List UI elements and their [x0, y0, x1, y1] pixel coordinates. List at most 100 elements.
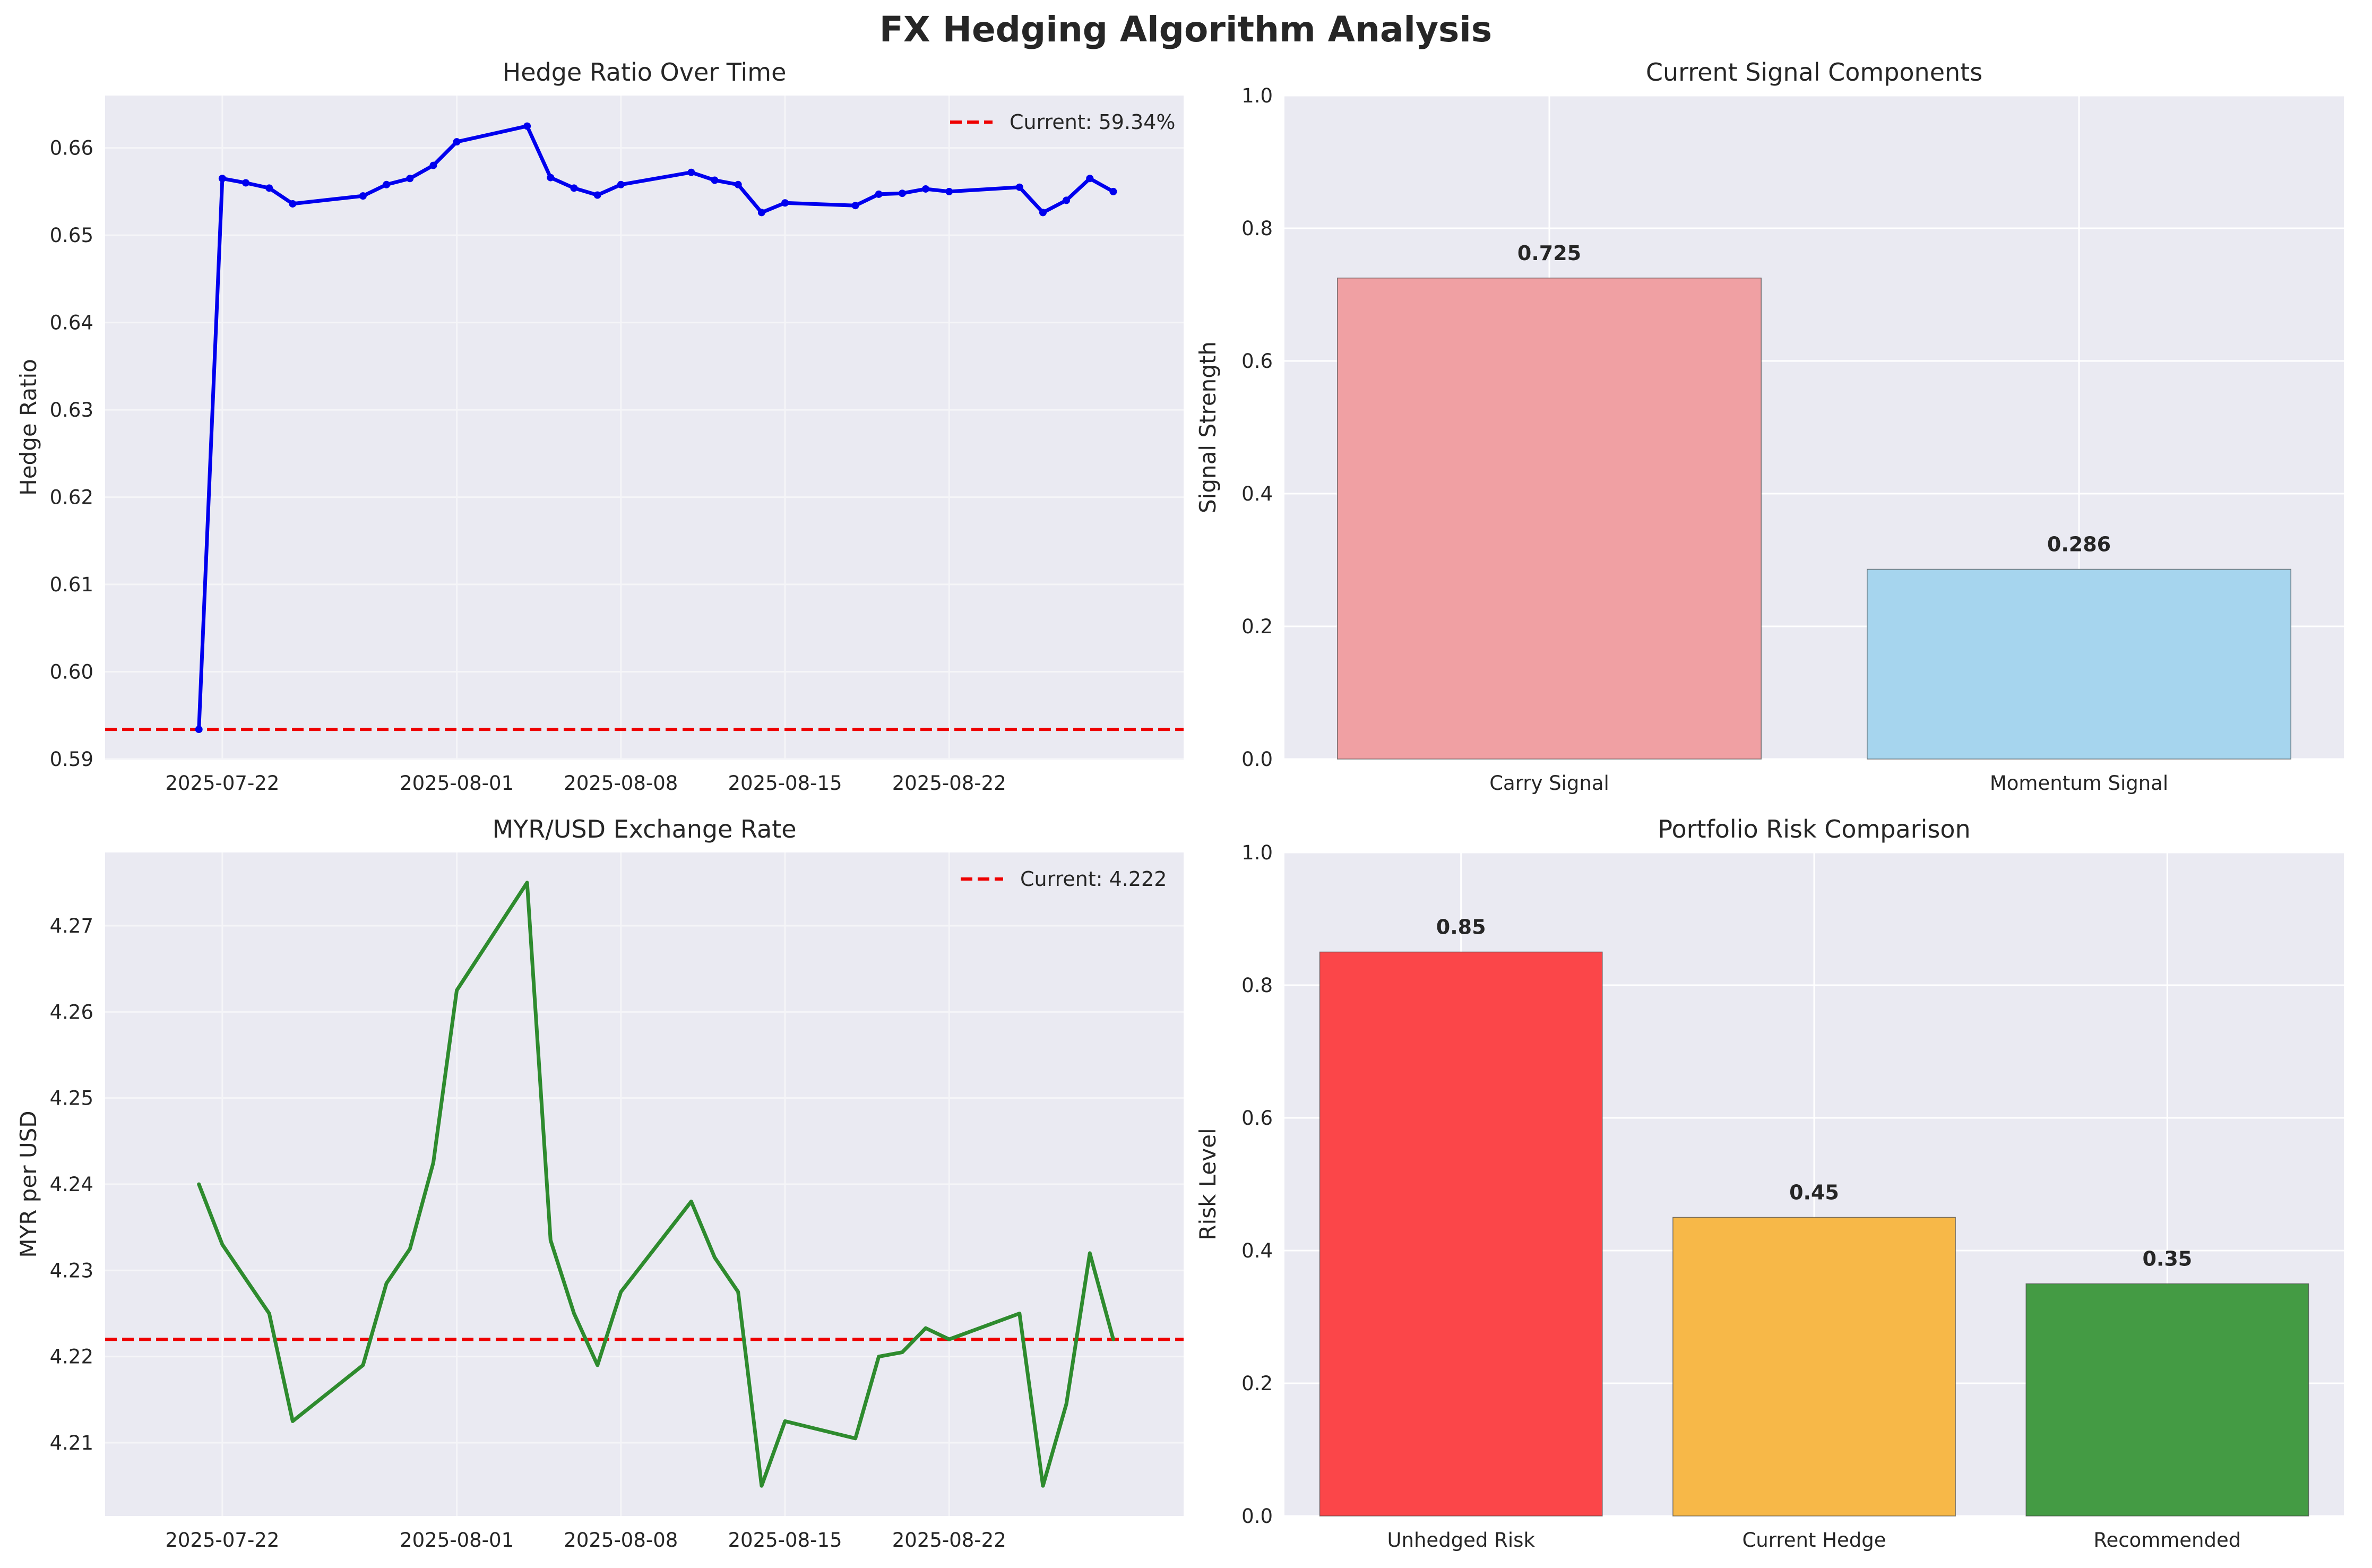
data-point — [875, 190, 883, 198]
y-tick-label: 4.26 — [50, 1001, 93, 1023]
data-point — [757, 209, 765, 217]
y-tick-label: 4.23 — [50, 1259, 93, 1282]
data-point — [687, 168, 695, 176]
x-tick-label: 2025-07-22 — [165, 772, 279, 795]
y-tick-label: 4.25 — [50, 1087, 93, 1110]
x-tick-label: 2025-08-15 — [728, 772, 842, 795]
y-tick-label: 0.64 — [50, 312, 93, 334]
data-point — [922, 185, 930, 193]
bar — [1672, 1217, 1956, 1517]
y-tick-label: 0.59 — [50, 748, 93, 771]
y-tick-label: 4.27 — [50, 915, 93, 937]
y-tick-label: 0.63 — [50, 399, 93, 421]
data-point — [242, 179, 250, 187]
panel-title: Hedge Ratio Over Time — [503, 58, 787, 87]
y-tick-label: 0.62 — [50, 486, 93, 509]
y-tick-label: 1.0 — [1241, 84, 1273, 107]
data-point — [523, 122, 531, 130]
y-tick-label: 0.61 — [50, 573, 93, 596]
bar-value-label: 0.725 — [1517, 242, 1581, 265]
data-point — [289, 200, 297, 208]
bar-value-label: 0.35 — [2142, 1247, 2192, 1271]
data-point — [1063, 196, 1071, 204]
y-tick-label: 0.6 — [1241, 350, 1273, 373]
data-point — [383, 180, 391, 188]
exchange-rate-chart: MYR/USD Exchange Rate MYR per USD 4.21 4.22… — [15, 815, 1184, 1552]
data-point — [617, 180, 625, 188]
y-tick-label: 0.66 — [50, 137, 93, 160]
bar-value-label: 0.286 — [2047, 533, 2111, 556]
x-tick-label: 2025-08-08 — [564, 772, 678, 795]
series-line — [197, 124, 1115, 731]
data-point — [429, 161, 437, 169]
x-tick-label: Current Hedge — [1742, 1529, 1886, 1552]
data-point — [547, 174, 555, 182]
x-tick-label: Momentum Signal — [1990, 772, 2168, 795]
legend-label: Current: 4.222 — [1020, 867, 1167, 891]
panel-title: Portfolio Risk Comparison — [1658, 815, 1970, 843]
bar-value-label: 0.45 — [1789, 1181, 1839, 1204]
y-tick-label: 0.4 — [1241, 483, 1273, 505]
data-point — [945, 187, 953, 195]
data-point — [406, 175, 414, 183]
y-tick-label: 0.2 — [1241, 615, 1273, 638]
y-tick-label: 0.0 — [1241, 1505, 1273, 1528]
y-tick-label: 0.8 — [1241, 217, 1273, 240]
data-point — [851, 202, 859, 210]
signal-components-chart: Current Signal Components Signal Strength… — [1195, 58, 2344, 795]
data-point — [734, 180, 742, 188]
figure-title: FX Hedging Algorithm Analysis — [879, 9, 1492, 50]
x-tick-label: 2025-08-08 — [564, 1529, 678, 1552]
data-point — [195, 726, 203, 734]
data-point — [781, 199, 789, 207]
y-tick-label: 0.0 — [1241, 748, 1273, 771]
y-tick-label: 0.4 — [1241, 1239, 1273, 1262]
x-tick-label: 2025-08-15 — [728, 1529, 842, 1552]
legend-label: Current: 59.34% — [1010, 110, 1176, 134]
x-tick-label: Recommended — [2093, 1529, 2241, 1552]
data-point — [898, 189, 906, 197]
y-axis-label: Risk Level — [1195, 1128, 1221, 1240]
y-tick-label: 0.2 — [1241, 1372, 1273, 1395]
risk-comparison-chart: Portfolio Risk Comparison Risk Level 0.0 0.… — [1195, 815, 2344, 1552]
data-point — [453, 138, 461, 146]
bar — [1319, 951, 1603, 1517]
x-tick-label: 2025-08-01 — [400, 772, 514, 795]
data-point — [1015, 183, 1023, 191]
y-axis-label: Hedge Ratio — [15, 359, 41, 496]
x-tick-label: Unhedged Risk — [1387, 1529, 1535, 1552]
bar — [2025, 1283, 2309, 1517]
panel-title: Current Signal Components — [1646, 58, 1982, 87]
y-axis-label: MYR per USD — [15, 1110, 41, 1257]
y-tick-label: 0.60 — [50, 661, 93, 684]
y-tick-label: 4.22 — [50, 1346, 93, 1368]
data-point — [593, 191, 601, 199]
data-point — [1039, 209, 1047, 217]
data-point — [218, 175, 226, 183]
x-tick-label: 2025-08-22 — [892, 1529, 1006, 1552]
data-point — [711, 176, 719, 184]
y-tick-label: 0.65 — [50, 224, 93, 247]
bar — [1337, 278, 1762, 760]
data-point — [359, 192, 367, 200]
hedge-ratio-chart: Hedge Ratio Over Time Hedge Ratio 0.59 0.60… — [15, 58, 1184, 795]
y-tick-label: 0.8 — [1241, 974, 1273, 997]
y-tick-label: 4.24 — [50, 1173, 93, 1196]
panel-title: MYR/USD Exchange Rate — [492, 815, 796, 843]
x-tick-label: 2025-08-01 — [400, 1529, 514, 1552]
bar-value-label: 0.85 — [1436, 916, 1486, 939]
y-axis-label: Signal Strength — [1195, 341, 1221, 513]
x-tick-label: Carry Signal — [1489, 772, 1609, 795]
series-line — [197, 881, 1115, 1488]
bar — [1867, 568, 2291, 760]
x-tick-label: 2025-08-22 — [892, 772, 1006, 795]
x-tick-label: 2025-07-22 — [165, 1529, 279, 1552]
data-point — [1086, 175, 1094, 183]
data-point — [1109, 187, 1117, 195]
y-tick-label: 4.21 — [50, 1432, 93, 1454]
y-tick-label: 1.0 — [1241, 841, 1273, 864]
y-tick-label: 0.6 — [1241, 1107, 1273, 1130]
plot-area — [105, 96, 1184, 759]
data-point — [265, 184, 273, 192]
